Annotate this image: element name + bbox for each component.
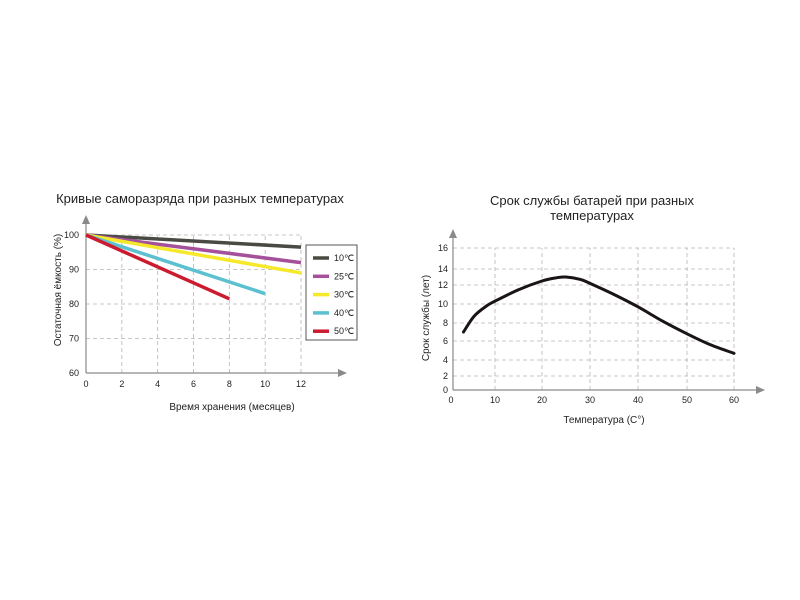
chart1-series-line-3	[85, 233, 266, 296]
chart1-legend-label: 40℃	[334, 308, 354, 318]
chart2-xtick-label: 30	[585, 395, 595, 405]
chart1-ytick-label: 60	[69, 368, 79, 378]
chart2-ytick-label: 12	[438, 280, 448, 290]
chart2-ytick-label: 16	[438, 243, 448, 253]
lifetime-chart: Срок службы батарей при разных температу…	[420, 193, 765, 426]
self-discharge-chart: Кривые саморазряда при разных температур…	[53, 191, 358, 413]
chart1-xtick-label: 2	[119, 379, 124, 389]
chart1-xtick-label: 4	[155, 379, 160, 389]
chart1-ytick-label: 90	[69, 265, 79, 275]
chart1-series-line-0	[85, 233, 302, 249]
chart2-ytick-label: 8	[443, 318, 448, 328]
chart1-xtick-label: 6	[191, 379, 196, 389]
chart2-xtick-label: 10	[490, 395, 500, 405]
chart1-ytick-label: 80	[69, 299, 79, 309]
chart2-xtick-label: 40	[633, 395, 643, 405]
chart1-xtick-label: 10	[260, 379, 270, 389]
chart1-series-line-4	[85, 233, 231, 301]
chart2-y-arrow-icon	[449, 229, 457, 238]
chart2-x-arrow-icon	[756, 386, 765, 394]
chart2-series-line-0	[462, 275, 736, 355]
chart1-xlabel: Время хранения (месяцев)	[169, 402, 294, 413]
chart2-ytick-label: 0	[443, 385, 448, 395]
chart1-legend-label: 30℃	[334, 290, 354, 300]
chart1-xtick-label: 12	[296, 379, 306, 389]
chart1-xtick-label: 8	[227, 379, 232, 389]
chart2-ytick-label: 2	[443, 371, 448, 381]
chart1-legend-label: 10℃	[334, 253, 354, 263]
chart2-title-line2: температурах	[550, 208, 634, 223]
chart1-ytick-label: 100	[64, 230, 79, 240]
chart2-ytick-label: 6	[443, 336, 448, 346]
chart1-legend-label: 25℃	[334, 271, 354, 281]
chart1-xtick-label: 0	[83, 379, 88, 389]
chart1-title: Кривые саморазряда при разных температур…	[56, 191, 344, 206]
chart1-legend-box	[305, 244, 358, 341]
chart1-ylabel: Остаточная ёмкость (%)	[53, 234, 64, 347]
chart1-series-line-2	[85, 233, 302, 275]
chart2-ytick-label: 14	[438, 264, 448, 274]
chart1-legend-label: 50℃	[334, 326, 354, 336]
chart2-ylabel: Срок службы (лет)	[420, 275, 432, 361]
chart2-xtick-label: 20	[537, 395, 547, 405]
chart2-xlabel: Температура (C°)	[563, 415, 644, 426]
chart1-x-arrow-icon	[338, 369, 347, 377]
chart2-xtick-label: 60	[729, 395, 739, 405]
chart2-xtick-label: 50	[682, 395, 692, 405]
chart2-ytick-label: 10	[438, 299, 448, 309]
chart2-title-line1: Срок службы батарей при разных	[490, 193, 695, 208]
chart1-y-arrow-icon	[82, 215, 90, 224]
chart1-ytick-label: 70	[69, 334, 79, 344]
chart2-ytick-label: 4	[443, 355, 448, 365]
chart2-xtick-label: 0	[448, 395, 453, 405]
chart1-legend: 10℃ 25℃ 30℃ 40℃ 50℃	[305, 244, 358, 341]
